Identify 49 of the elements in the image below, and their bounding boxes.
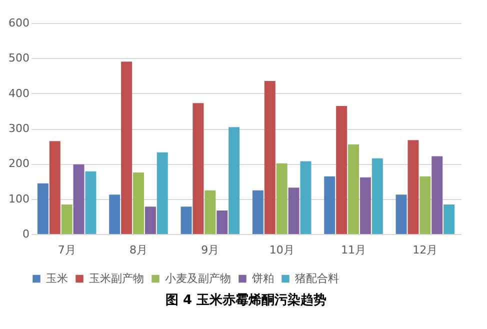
bar bbox=[133, 172, 144, 234]
y-tick-label: 300 bbox=[8, 122, 30, 135]
legend-label: 小麦及副产物 bbox=[165, 272, 231, 285]
y-tick-label: 200 bbox=[8, 157, 30, 170]
bar bbox=[156, 152, 168, 234]
bar bbox=[444, 204, 455, 234]
bar bbox=[288, 188, 300, 234]
y-tick-label: 100 bbox=[8, 192, 30, 206]
bar bbox=[408, 140, 419, 234]
bar bbox=[372, 158, 383, 234]
legend-label: 猪配合料 bbox=[295, 272, 339, 285]
bar bbox=[73, 164, 84, 234]
bar bbox=[336, 106, 348, 234]
x-tick-label: 9月 bbox=[201, 244, 220, 256]
bar bbox=[204, 190, 216, 234]
bar bbox=[121, 62, 132, 234]
legend-label: 饼粕 bbox=[251, 272, 274, 285]
bar bbox=[180, 206, 192, 234]
y-tick-label: 600 bbox=[8, 16, 30, 30]
y-tick-label: 0 bbox=[22, 228, 30, 240]
bar bbox=[252, 190, 264, 234]
bar bbox=[192, 103, 204, 234]
bar bbox=[109, 194, 120, 234]
legend-label: 玉米 bbox=[46, 272, 68, 285]
bar bbox=[228, 127, 240, 234]
bar bbox=[144, 206, 156, 234]
bar bbox=[396, 194, 407, 234]
bar bbox=[300, 161, 312, 234]
bar bbox=[420, 176, 431, 234]
bar bbox=[37, 183, 48, 234]
bar bbox=[360, 177, 371, 234]
x-tick-label: 12月 bbox=[412, 244, 438, 256]
text: 图 4 玉米赤霉烯酮污染趋势 bbox=[165, 292, 327, 308]
x-tick-label: 7月 bbox=[58, 244, 76, 256]
bar bbox=[49, 141, 60, 234]
y-tick-label: 500 bbox=[8, 52, 30, 65]
bar bbox=[264, 81, 276, 234]
legend-label: 玉米副产物 bbox=[89, 272, 144, 285]
bar bbox=[432, 156, 443, 234]
bar bbox=[85, 171, 96, 234]
y-tick-label: 400 bbox=[8, 86, 30, 100]
x-tick-label: 10月 bbox=[269, 244, 294, 256]
x-tick-label: 8月 bbox=[130, 244, 148, 256]
bar bbox=[324, 176, 336, 234]
x-tick-label: 11月 bbox=[341, 244, 366, 256]
bar bbox=[276, 163, 288, 234]
bar bbox=[61, 204, 72, 234]
bar bbox=[216, 210, 228, 234]
bar bbox=[348, 144, 359, 234]
